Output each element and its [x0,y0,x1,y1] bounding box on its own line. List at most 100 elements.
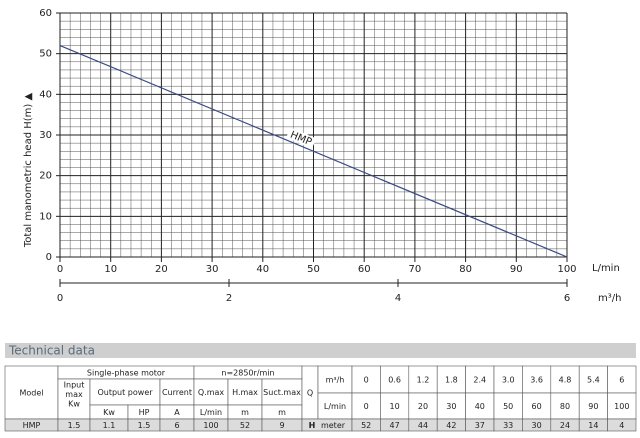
table-header: Suct.max [263,388,301,397]
table-value: 52 [361,421,371,430]
table-header: H [309,421,316,430]
x-tick-label: 40 [256,264,269,275]
table-value: 3.0 [502,376,515,385]
table-header: m³/h [326,376,345,385]
table-cell [317,392,353,420]
table-header: Current [162,388,192,397]
table-cell [261,378,303,406]
table-value: 30 [532,421,542,430]
y-axis-label: Total manometric head H(m) ▲ [23,93,34,249]
table-unit: m [241,408,249,417]
y-tick-label: 20 [39,171,52,182]
table-value: 37 [475,421,485,430]
table-cell [607,392,637,420]
table-header: Q.max [198,388,225,397]
x-tick-label: 0 [57,264,63,275]
table-unit: Kw [103,408,115,417]
table-header: max [65,390,83,399]
table-cell [408,392,438,420]
table-unit: m [278,408,286,417]
section-bar [5,343,636,358]
y-tick-label: 0 [46,252,52,263]
table-header: Output power [97,388,153,397]
x2-tick-label: 4 [395,293,401,304]
table-value: 30 [446,402,456,411]
table-cell [550,392,580,420]
table-value: 40 [475,402,485,411]
table-value: 60 [532,402,542,411]
table-cell [380,392,410,420]
table-value: 1.8 [445,376,458,385]
table-value: 1.1 [103,421,116,430]
table-value: 0 [364,402,369,411]
table-value: 6 [619,376,624,385]
x2-tick-label: 2 [226,293,232,304]
table-value: 47 [390,421,400,430]
table-header: Model [19,389,43,398]
table-value: 1.2 [417,376,430,385]
table-cell [607,418,637,432]
table-value: 0.6 [388,376,401,385]
table-cell [436,392,466,420]
table-header: Input [64,381,85,390]
x2-tick-label: 6 [564,293,570,304]
table-value: 2.4 [473,376,486,385]
table-header: L/min [324,402,346,411]
table-value: 52 [240,421,250,430]
table-value: 24 [560,421,570,430]
table-value: 5.4 [587,376,600,385]
table-value: 100 [614,402,629,411]
x-tick-label: 60 [358,264,371,275]
x-tick-label: 80 [459,264,472,275]
table-cell [493,365,523,394]
x-tick-label: 100 [557,264,576,275]
table-value: 50 [503,402,513,411]
y-tick-label: 10 [39,211,52,222]
table-value: 20 [418,402,428,411]
table-unit: A [174,408,180,417]
table-header: Q [307,389,313,398]
table-cell [351,392,381,420]
table-value: 4 [619,421,624,430]
table-value: 4.8 [559,376,572,385]
y-tick-label: 30 [39,130,52,141]
table-cell [4,365,59,420]
table-header: meter [321,421,346,430]
line [59,44,568,258]
x-axis-label: L/min [592,263,620,274]
x-tick-label: 30 [206,264,219,275]
section-title: Technical data [8,344,95,358]
y-tick-label: 50 [39,49,52,60]
x-tick-label: 20 [155,264,168,275]
x2-tick-label: 0 [57,293,63,304]
y-tick-label: 60 [39,8,52,19]
y-tick-label: 40 [39,89,52,100]
table-value: 42 [446,421,456,430]
table-value: 6 [174,421,179,430]
table-value: 0 [364,376,369,385]
table-value: 10 [390,402,400,411]
table-unit: HP [139,408,150,417]
table-cell [465,365,495,394]
table-value: 1.5 [68,421,81,430]
table-header: n=2850r/min [221,369,274,378]
x-tick-label: 70 [409,264,422,275]
table-value: 9 [279,421,284,430]
table-cell [578,365,608,394]
table-value: 90 [588,402,598,411]
table-cell [159,378,195,406]
table-cell [522,365,552,394]
x-tick-label: 10 [104,264,117,275]
table-cell [607,365,637,394]
x2-axis-label: m³/h [598,293,621,304]
table-header: H.max [232,388,258,397]
table-value: 33 [503,421,513,430]
table-value: 44 [418,421,428,430]
table-cell [317,365,353,394]
table-value: 3.6 [530,376,543,385]
table-header: Kw [68,400,80,409]
series-label-bg [286,127,317,149]
table-unit: L/min [200,408,222,417]
table-value: 80 [560,402,570,411]
